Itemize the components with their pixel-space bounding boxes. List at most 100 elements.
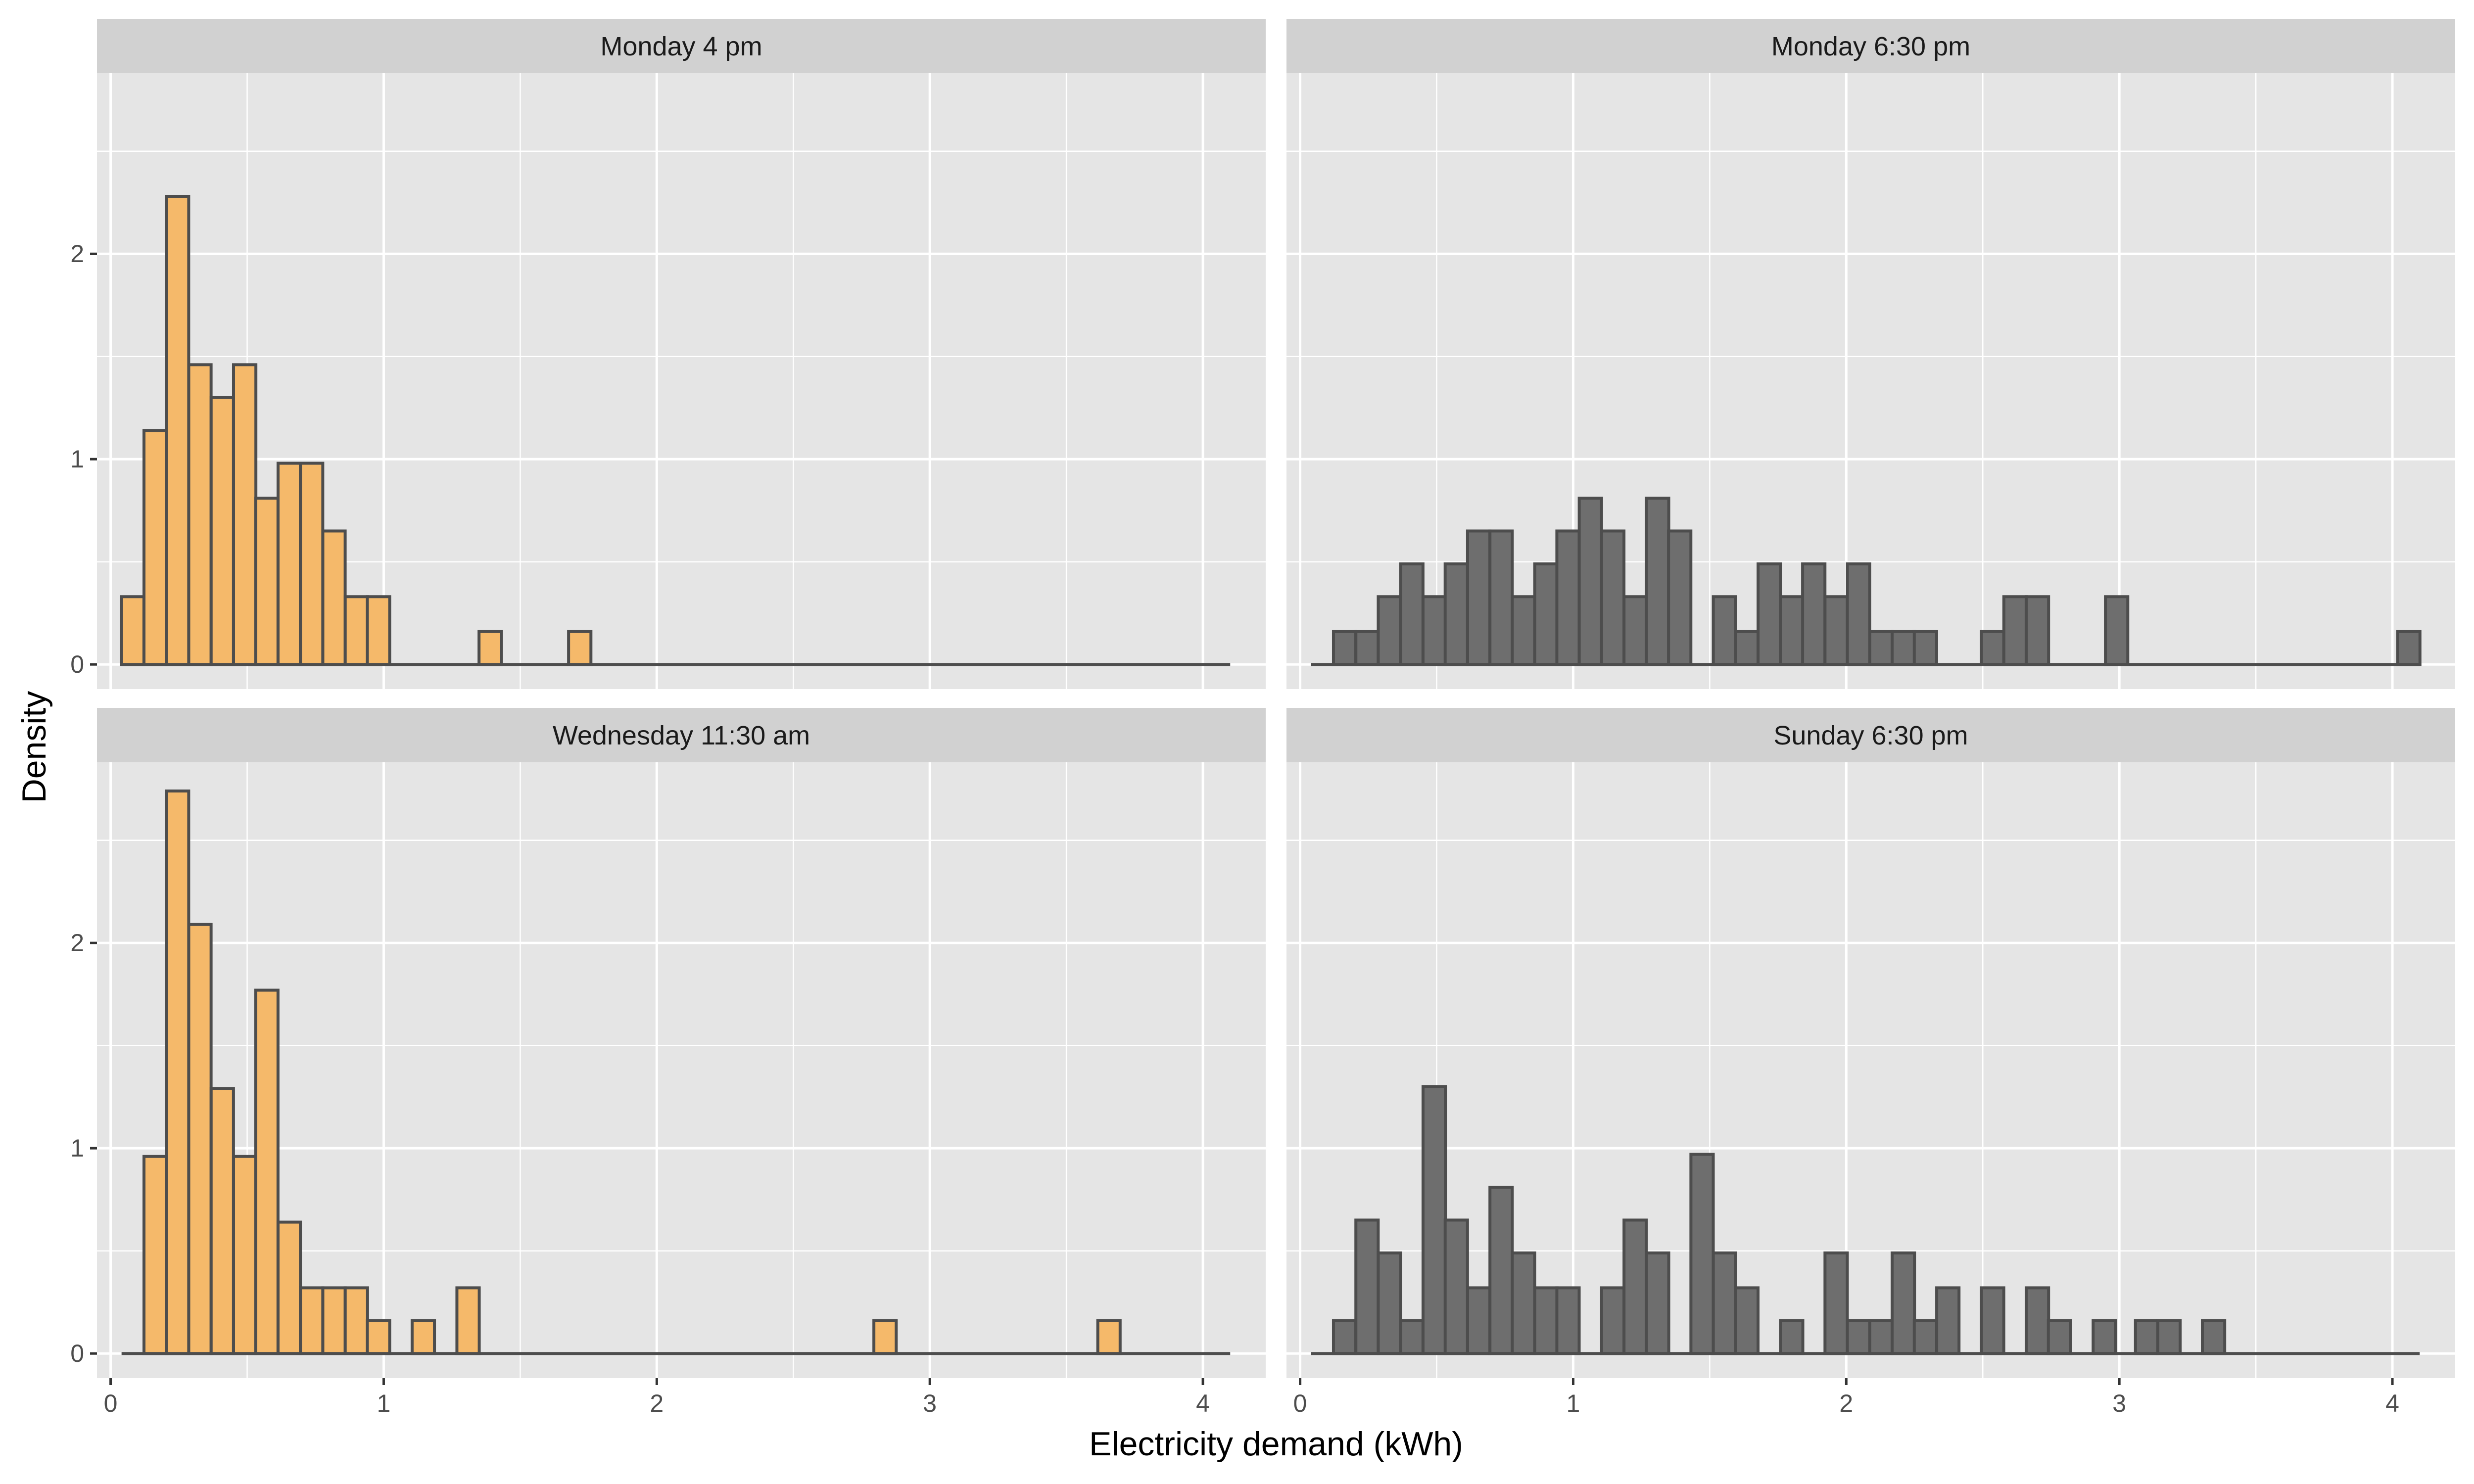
histogram-bar [1757,562,1782,666]
facet-panel: Wednesday 11:30 am 0 1 2 0 1 2 3 4 [70,708,1266,1417]
histogram-bar [1846,562,1871,666]
histogram-bar [1399,1319,1425,1355]
histogram-bar [1466,1286,1492,1355]
histogram-bar [567,630,593,666]
y-axis-title: Density [15,691,53,803]
histogram-bar [1488,1186,1514,1355]
facet-strip [1286,708,2455,762]
histogram-bar [1891,1251,1916,1355]
histogram-bar [1712,1251,1737,1355]
panels-layer: Monday 4 pm 0 1 2 Monday 6:30 pm Wednesday 11… [70,19,2455,1417]
facet-strip-label: Sunday 6:30 pm [1773,721,1968,750]
histogram-bar [1734,630,1760,666]
facet-strip [1286,19,2455,73]
histogram-bar [187,923,213,1355]
histogram-bar [209,396,235,666]
histogram-bar [1096,1319,1122,1355]
histogram-bar [1622,1218,1648,1355]
histogram-bar [1377,595,1402,666]
histogram-bar [232,1155,258,1355]
histogram-bar [142,429,168,666]
histogram-bar [1533,562,1559,666]
x-tick-label: 2 [1839,1390,1853,1417]
histogram-bar [1712,595,1737,666]
histogram-bar [1645,1251,1670,1355]
histogram-bar [1421,1085,1447,1355]
histogram-bar [366,1319,391,1355]
histogram-bar [187,363,213,666]
x-tick-label: 3 [2112,1390,2126,1417]
histogram-bar [2025,1286,2050,1355]
histogram-bar [2104,595,2130,666]
y-tick-label: 1 [70,445,84,473]
histogram-bar [232,363,258,666]
histogram-bar [1399,562,1425,666]
histogram-bar [872,1319,898,1355]
histogram-bar [1443,562,1469,666]
histogram-bar [1868,1319,1894,1355]
x-tick-label: 0 [104,1390,118,1417]
histogram-bar [209,1087,235,1355]
histogram-bar [2002,595,2028,666]
y-tick-label: 0 [70,1340,84,1367]
histogram-bar [1823,595,1849,666]
histogram-bar [1555,1286,1581,1355]
histogram-bar [299,462,325,666]
histogram-bar [1377,1251,1402,1355]
facet-strip [97,19,1266,73]
histogram-bar [343,1286,369,1355]
y-tick-label: 2 [70,929,84,957]
histogram-bar [1332,630,1358,666]
histogram-bar [1443,1218,1469,1355]
histogram-bar [343,595,369,666]
x-tick-label: 0 [1293,1390,1307,1417]
facet-panel: Monday 6:30 pm [1286,19,2455,689]
x-tick-label: 4 [2385,1390,2399,1417]
panel-background [1286,762,2455,1378]
y-tick-label: 1 [70,1134,84,1162]
histogram-bar [165,195,190,666]
histogram-bar [276,1220,302,1355]
histogram-bar [1980,1286,2005,1355]
x-tick-label: 2 [650,1390,664,1417]
histogram-bar [410,1319,436,1355]
histogram-bar [1734,1286,1760,1355]
histogram-bar [120,595,145,666]
histogram-bar [1488,529,1514,666]
x-tick-label: 4 [1196,1390,1210,1417]
histogram-bar [1600,529,1626,666]
facet-strip-label: Wednesday 11:30 am [553,721,810,750]
histogram-bar [254,497,280,666]
facet-panel: Monday 4 pm 0 1 2 [70,19,1266,689]
histogram-bar [1891,630,1916,666]
histogram-bar [2396,630,2422,666]
x-axis-title: Electricity demand (kWh) [1089,1425,1463,1463]
histogram-bar [254,988,280,1355]
histogram-bar [2156,1319,2182,1355]
histogram-bar [299,1286,325,1355]
histogram-bar [1689,1153,1715,1355]
histogram-bar [1511,1251,1536,1355]
histogram-bar [1421,595,1447,666]
histogram-bar [2092,1319,2117,1355]
histogram-bar [1511,595,1536,666]
histogram-bar [321,1286,347,1355]
histogram-bar [1354,630,1380,666]
histogram-bar [1354,1218,1380,1355]
histogram-bar [1600,1286,1626,1355]
histogram-bar [2134,1319,2159,1355]
histogram-bar [1466,529,1492,666]
histogram-bar [321,529,347,666]
histogram-bar [477,630,503,666]
histogram-bar [2025,595,2050,666]
histogram-bar [2046,1319,2072,1355]
x-tick-label: 1 [377,1390,391,1417]
histogram-bar [142,1155,168,1355]
histogram-bar [1577,497,1603,666]
y-tick-label: 2 [70,240,84,268]
histogram-bar [1779,1319,1805,1355]
facet-strip [97,708,1266,762]
histogram-bar [1622,595,1648,666]
histogram-bar [1912,1319,1938,1355]
